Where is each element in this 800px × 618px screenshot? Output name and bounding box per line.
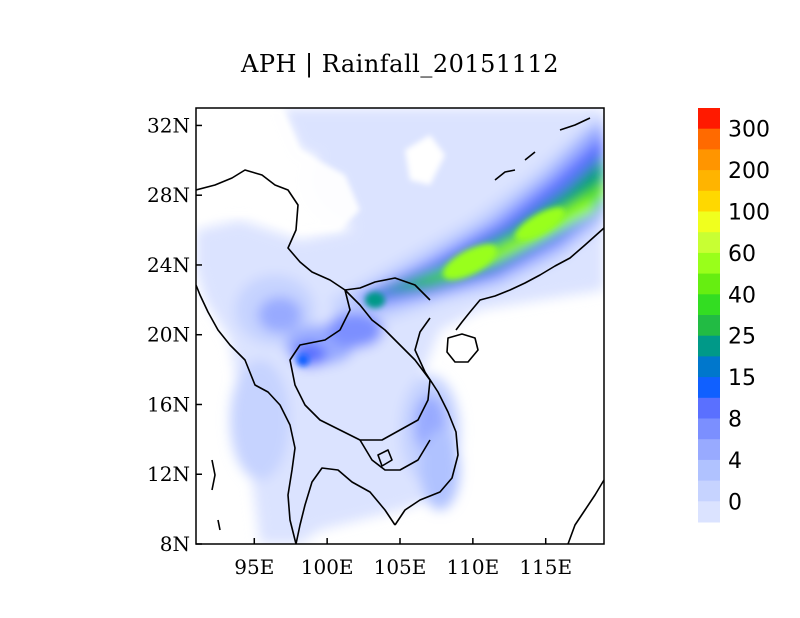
lat-tick-label: 24N xyxy=(147,253,190,277)
colorbar-label: 100 xyxy=(728,201,770,226)
lon-tick-label: 105E xyxy=(374,555,427,579)
lat-tick-label: 12N xyxy=(147,462,190,486)
colorbar-swatch xyxy=(698,335,720,357)
colorbar-swatch xyxy=(698,252,720,275)
colorbar-label: 60 xyxy=(728,242,756,267)
lon-tick-label: 115E xyxy=(519,555,572,579)
colorbar-label: 4 xyxy=(728,449,742,474)
latitude-axis: 32N 28N 24N 20N 16N 12N 8N xyxy=(147,113,202,556)
colorbar-swatch xyxy=(698,480,720,502)
lat-tick-label: 20N xyxy=(147,323,190,347)
colorbar-label: 25 xyxy=(728,325,756,350)
lon-tick-label: 95E xyxy=(234,555,274,579)
lat-tick-label: 8N xyxy=(160,532,190,556)
lat-tick-label: 28N xyxy=(147,183,190,207)
longitude-axis: 95E 100E 105E 110E 115E xyxy=(234,538,572,579)
colorbar-swatch xyxy=(698,128,720,150)
colorbar-label: 15 xyxy=(728,366,756,391)
colorbar-swatch xyxy=(698,211,720,233)
colorbar-swatch xyxy=(698,108,720,130)
colorbar-swatch xyxy=(698,273,720,295)
colorbar-swatch xyxy=(698,418,720,440)
colorbar-label: 0 xyxy=(728,490,742,515)
colorbar-swatch xyxy=(698,294,720,316)
colorbar-swatch xyxy=(698,170,720,192)
colorbar-label: 40 xyxy=(728,283,756,308)
colorbar-label: 8 xyxy=(728,408,742,433)
colorbar-swatch xyxy=(698,377,720,399)
colorbar-swatch xyxy=(698,501,720,523)
rainfall-field xyxy=(196,108,604,544)
colorbar-swatch xyxy=(698,315,720,337)
map-title: APH | Rainfall_20151112 xyxy=(240,50,559,78)
colorbar-swatch xyxy=(698,439,720,461)
colorbar-swatch xyxy=(698,397,720,419)
lat-tick-label: 32N xyxy=(147,113,190,137)
lat-tick-label: 16N xyxy=(147,392,190,416)
lon-tick-label: 100E xyxy=(301,555,354,579)
colorbar-swatch xyxy=(698,356,720,378)
colorbar-label: 300 xyxy=(728,118,770,143)
colorbar-swatch xyxy=(698,459,720,482)
coastlines xyxy=(196,117,604,544)
colorbar-swatch xyxy=(698,149,720,171)
colorbar-swatch xyxy=(698,232,720,254)
lon-tick-label: 110E xyxy=(446,555,499,579)
colorbar-swatch xyxy=(698,190,720,212)
colorbar-label: 200 xyxy=(728,159,770,184)
